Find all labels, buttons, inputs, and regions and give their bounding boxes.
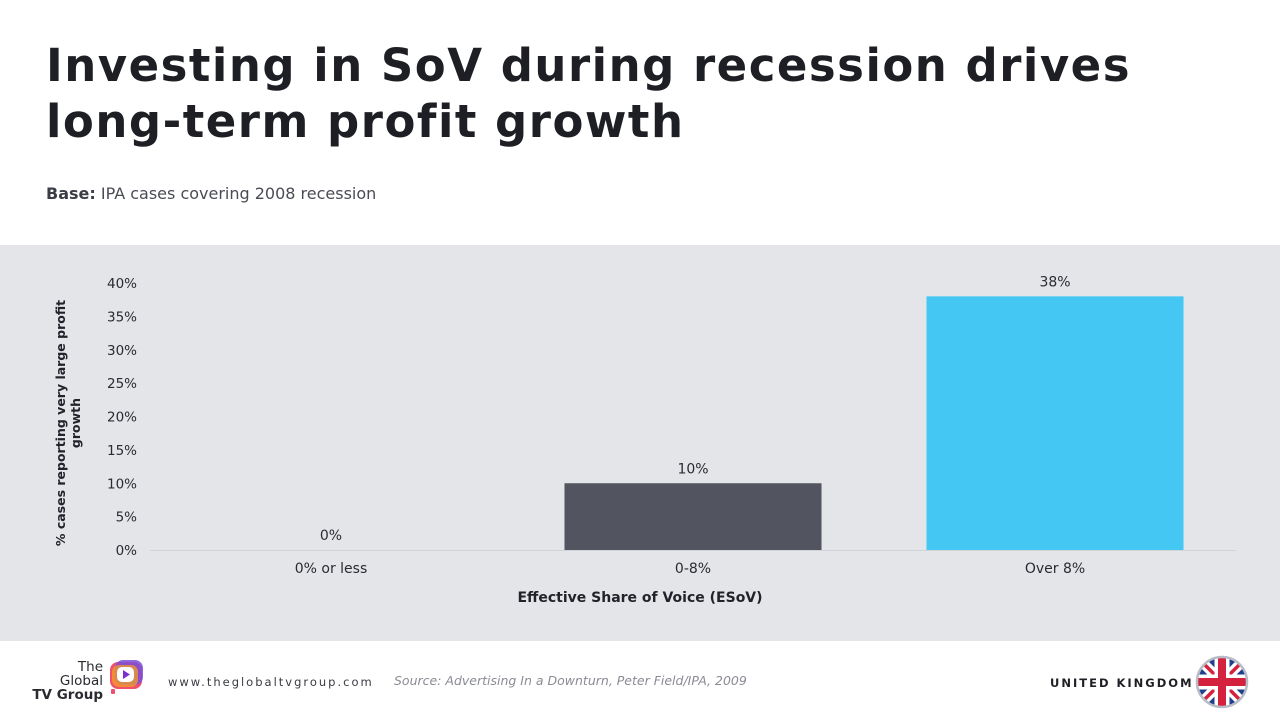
data-label: 10% (677, 461, 708, 477)
y-tick-label: 25% (107, 376, 137, 392)
x-tick-label: 0-8% (675, 561, 711, 577)
x-tick-label: 0% or less (295, 561, 368, 577)
logo-line-2: Global (59, 673, 103, 689)
x-axis-label: Effective Share of Voice (ESoV) (517, 590, 763, 606)
base-note: Base: IPA cases covering 2008 recession (46, 184, 376, 203)
y-tick-label: 15% (107, 443, 137, 459)
tv-play-logo-icon (110, 660, 143, 694)
logo-line-1: The (77, 659, 103, 675)
base-label: Base: (46, 184, 96, 203)
source-note: Source: Advertising In a Downturn, Peter… (394, 673, 747, 688)
page-title: Investing in SoV during recession drives… (46, 39, 1131, 148)
y-axis-label: % cases reporting very large profit grow… (53, 299, 83, 547)
website-link[interactable]: www.theglobaltvgroup.com (168, 675, 374, 689)
y-tick-label: 20% (107, 410, 137, 426)
uk-flag-icon (1195, 655, 1249, 709)
y-tick-label: 35% (107, 309, 137, 325)
y-tick-label: 30% (107, 343, 137, 359)
logo-wordmark: The Global TV Group (32, 660, 103, 702)
y-tick-label: 5% (116, 510, 138, 526)
x-tick-label: Over 8% (1025, 561, 1085, 577)
country-label: UNITED KINGDOM (1050, 676, 1194, 690)
y-tick-label: 0% (116, 543, 138, 559)
data-label: 0% (320, 528, 342, 544)
data-label: 38% (1039, 274, 1070, 290)
company-logo[interactable]: The Global TV Group (30, 658, 145, 706)
y-tick-label: 40% (107, 276, 137, 292)
base-text: IPA cases covering 2008 recession (100, 184, 377, 203)
logo-line-3: TV Group (32, 687, 103, 703)
y-tick-label: 10% (107, 476, 137, 492)
bar (564, 483, 822, 550)
bar (926, 296, 1184, 550)
